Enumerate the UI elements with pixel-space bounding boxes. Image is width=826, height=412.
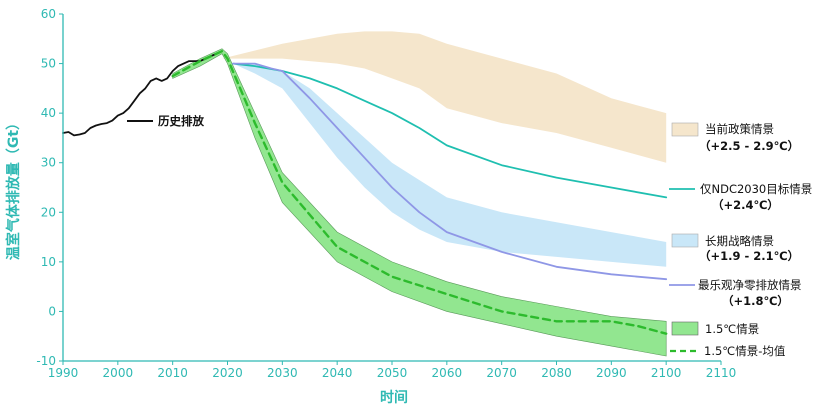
scenario-bands — [172, 31, 667, 357]
x-axis-label: 时间 — [380, 389, 408, 406]
legend-long-term-label: 长期战略情景 — [705, 234, 774, 248]
legend-ndc-range: （+2.4℃） — [712, 198, 779, 212]
y-tick-label: 60 — [41, 7, 56, 21]
y-axis-ticks: -10 0 10 20 30 40 50 60 — [36, 7, 63, 368]
y-tick-label: 10 — [41, 255, 56, 269]
legend-current-policy-range: （+2.5 - 2.9℃） — [699, 139, 799, 153]
x-tick-label: 2060 — [432, 366, 463, 380]
historical-label: 历史排放 — [158, 114, 204, 128]
legend-long-term-range: （+1.9 - 2.1℃） — [699, 249, 799, 263]
mean-15-line — [171, 50, 668, 335]
x-tick-label: 2050 — [377, 366, 408, 380]
y-tick-label: 20 — [41, 205, 56, 219]
legend-current-policy-label: 当前政策情景 — [705, 122, 774, 136]
x-axis-ticks: 1990 2000 2010 2020 2030 2040 2050 2060 2070 2080… — [48, 361, 737, 380]
legend: 当前政策情景 （+2.5 - 2.9℃） 仅NDC2030目标情景 （+2.4℃… — [669, 122, 812, 358]
historical-line — [62, 50, 223, 137]
y-tick-label: 0 — [48, 304, 56, 318]
legend-ndc-label: 仅NDC2030目标情景 — [700, 182, 812, 196]
band-15-band — [172, 48, 667, 357]
x-tick-label: 2110 — [706, 366, 737, 380]
legend-long-term-swatch — [671, 233, 699, 248]
long-term-band — [233, 63, 667, 267]
x-tick-label: 2040 — [322, 366, 353, 380]
x-tick-label: 2100 — [651, 366, 682, 380]
legend-optimistic-range: （+1.8℃） — [722, 294, 789, 308]
optimistic-line — [232, 62, 668, 281]
y-tick-label: 50 — [41, 57, 56, 71]
y-tick-label: 30 — [41, 156, 56, 170]
current-policy-band — [222, 31, 667, 163]
legend-1-5-band-swatch — [671, 321, 699, 336]
x-tick-label: 2000 — [103, 366, 134, 380]
x-tick-label: 2020 — [212, 366, 243, 380]
x-tick-label: 2080 — [541, 366, 572, 380]
x-tick-label: 2030 — [267, 366, 298, 380]
x-tick-label: 2090 — [596, 366, 627, 380]
x-tick-label: 2070 — [486, 366, 517, 380]
y-tick-label: -10 — [36, 354, 56, 368]
y-tick-label: 40 — [41, 106, 56, 120]
y-axis-label: 温室气体排放量（Gt） — [5, 116, 22, 260]
x-tick-label: 1990 — [48, 366, 79, 380]
legend-1-5-band-label: 1.5℃情景 — [705, 322, 759, 336]
x-tick-label: 2010 — [157, 366, 188, 380]
legend-optimistic-label: 最乐观净零排放情景 — [698, 278, 802, 292]
scenario-lines — [62, 50, 668, 335]
legend-current-policy-swatch — [671, 122, 699, 137]
legend-1-5-mean-label: 1.5℃情景-均值 — [704, 344, 786, 358]
